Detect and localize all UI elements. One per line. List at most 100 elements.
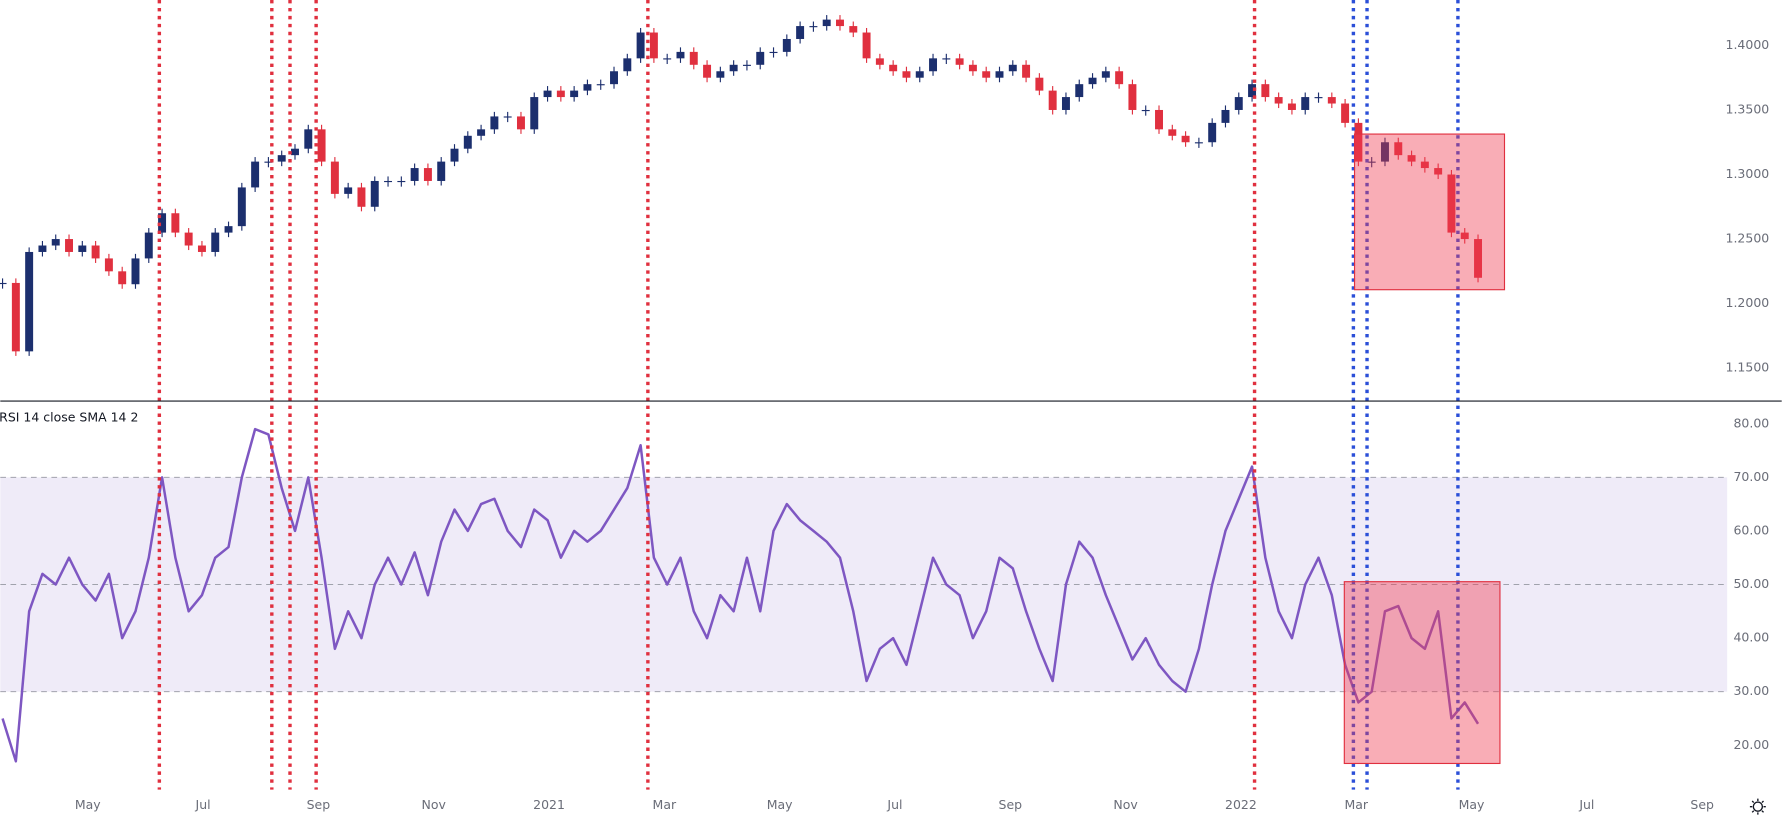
x-tick-label: Nov: [422, 797, 447, 812]
candle: [1022, 64, 1031, 78]
settings-icon[interactable]: [1749, 798, 1766, 815]
y-tick-label: 1.4000: [1726, 37, 1770, 52]
candle: [610, 71, 618, 85]
candle: [796, 26, 805, 39]
highlight-box: [1353, 133, 1506, 291]
candle: [1407, 155, 1416, 162]
candle: [729, 64, 738, 72]
candle: [982, 71, 991, 78]
candle: [1248, 84, 1257, 98]
x-tick-label: Nov: [1113, 797, 1138, 812]
candle: [716, 71, 725, 78]
y-tick-label: 20.00: [1733, 737, 1769, 752]
candle: [1061, 97, 1070, 110]
candle: [277, 155, 286, 162]
y-tick-label: 30.00: [1733, 683, 1769, 698]
candle: [1261, 84, 1270, 98]
y-tick-label: 70.00: [1733, 469, 1769, 484]
candle: [1381, 142, 1389, 162]
candle: [91, 245, 100, 259]
rsi-line: [1, 427, 1480, 763]
candle: [237, 187, 246, 227]
candle: [1115, 71, 1124, 85]
candle: [291, 148, 299, 156]
candle: [1234, 97, 1243, 110]
candle: [38, 245, 47, 252]
candle: [1447, 174, 1456, 233]
candle: [1101, 71, 1110, 78]
candle: [756, 51, 765, 65]
x-tick-label: Sep: [1690, 797, 1714, 812]
candle: [1035, 77, 1044, 91]
candle: [809, 26, 818, 28]
candle: [171, 213, 180, 233]
candle: [1287, 103, 1296, 110]
candle: [929, 58, 938, 72]
y-tick-label: 1.1500: [1726, 360, 1770, 375]
candle: [1168, 129, 1177, 136]
candle: [158, 213, 167, 233]
candle: [1128, 84, 1137, 110]
candle: [25, 251, 34, 352]
x-tick-label: Sep: [307, 797, 331, 812]
candle: [849, 26, 858, 33]
candle: [410, 168, 419, 181]
highlight-box: [1343, 581, 1501, 765]
candle: [1434, 168, 1443, 175]
candle: [1208, 122, 1217, 143]
candle: [423, 168, 432, 181]
candle: [344, 187, 353, 194]
candle: [1088, 77, 1097, 85]
candle: [131, 258, 140, 285]
candle: [51, 239, 60, 246]
marks-layer: [0, 15, 1483, 763]
candle: [1420, 161, 1429, 169]
annotation-layer: [157, 0, 1506, 790]
candle: [450, 148, 459, 162]
candle: [1367, 161, 1376, 163]
x-tick-label: Jul: [195, 797, 211, 812]
y-tick-label: 1.2500: [1726, 231, 1770, 246]
x-tick-label: May: [1459, 797, 1485, 812]
candle: [78, 245, 87, 252]
candle: [995, 71, 1004, 78]
y-tick-label: 1.3500: [1726, 101, 1770, 116]
candle: [782, 38, 791, 52]
candle: [397, 180, 406, 183]
candle: [224, 226, 233, 233]
candle: [144, 232, 153, 259]
candle: [357, 187, 366, 207]
candle: [968, 64, 977, 72]
candle: [703, 64, 712, 78]
candle: [889, 64, 898, 72]
candle: [1155, 109, 1163, 130]
candle: [104, 258, 113, 272]
candle: [902, 71, 911, 78]
candle: [676, 51, 685, 59]
candle: [304, 129, 313, 149]
y-tick-label: 80.00: [1733, 415, 1769, 430]
candle: [1474, 239, 1483, 278]
background-layer: [0, 476, 1728, 693]
candle: [769, 51, 778, 54]
candle: [516, 116, 525, 130]
candle: [623, 58, 632, 72]
y-tick-label: 40.00: [1733, 630, 1769, 645]
candle: [663, 58, 672, 60]
candle: [543, 90, 552, 98]
y-tick-label: 60.00: [1733, 522, 1769, 537]
candle: [636, 32, 645, 59]
candle: [955, 58, 964, 65]
x-tick-label: Jul: [1578, 797, 1594, 812]
candle: [251, 161, 260, 188]
candle: [1394, 142, 1403, 156]
candle: [463, 135, 472, 149]
candle: [836, 19, 844, 27]
y-tick-label: 50.00: [1733, 576, 1769, 591]
x-tick-label: Mar: [1344, 797, 1368, 812]
candle: [211, 232, 220, 252]
candle: [556, 90, 565, 98]
candle: [1327, 97, 1336, 104]
candle: [330, 161, 339, 194]
